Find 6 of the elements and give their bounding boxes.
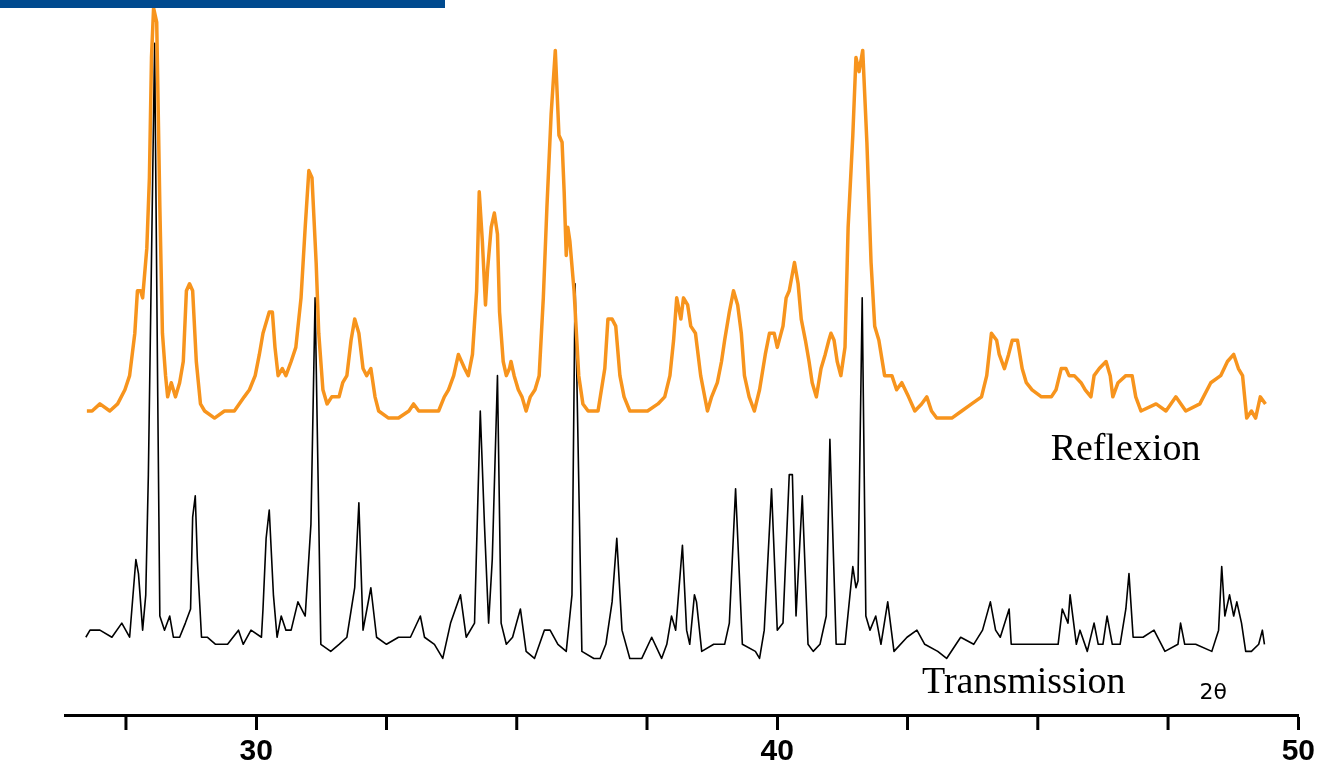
x-axis-title: 2θ <box>1199 679 1228 704</box>
x-tick-label: 30 <box>239 733 273 767</box>
series-label: Reflexion <box>1050 426 1201 469</box>
x-tick-label: 40 <box>760 733 794 767</box>
series-label: Transmission <box>922 659 1126 702</box>
x-tick-label: 50 <box>1281 733 1315 767</box>
